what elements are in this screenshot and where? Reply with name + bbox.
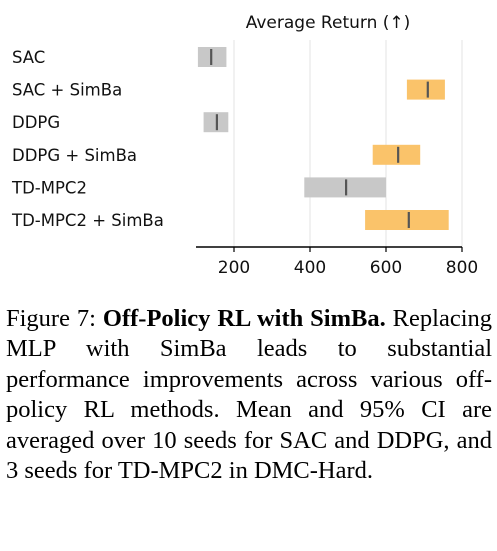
category-label-sac-simba: SAC + SimBa: [12, 81, 122, 100]
x-axis: 200 400 600 800: [196, 246, 478, 278]
ci-bar-ddpg-simba: [372, 144, 421, 165]
category-label-sac: SAC: [12, 48, 45, 67]
figure-caption: Figure 7: Off-Policy RL with SimBa. Repl…: [6, 304, 492, 486]
x-tick-label-800: 800: [446, 258, 478, 278]
category-labels: SAC SAC + SimBa DDPG DDPG + SimBa TD-MPC2 TD-…: [11, 48, 164, 230]
x-tick-label-600: 600: [370, 258, 402, 278]
ci-bar-td-mpc2-simba: [365, 210, 449, 230]
category-label-td-mpc2: TD-MPC2: [11, 178, 87, 197]
interval-chart: Average Return (↑) SAC SAC + SimBa DDPG DDP…: [11, 13, 478, 278]
category-label-td-mpc2-simba: TD-MPC2 + SimBa: [11, 211, 164, 230]
chart-title: Average Return (↑): [246, 13, 411, 33]
ci-bar-sac-simba: [406, 79, 445, 100]
caption-title: Off-Policy RL with SimBa.: [102, 305, 386, 332]
category-label-ddpg-simba: DDPG + SimBa: [12, 146, 137, 165]
x-tick-label-200: 200: [218, 258, 250, 278]
caption-text: Replacing MLP with SimBa leads to substa…: [6, 305, 492, 485]
category-label-ddpg: DDPG: [12, 113, 60, 132]
grid-lines: [233, 40, 463, 247]
x-tick-label-400: 400: [294, 258, 326, 278]
bars-group: [197, 47, 449, 230]
caption-label: Figure 7:: [6, 305, 96, 332]
